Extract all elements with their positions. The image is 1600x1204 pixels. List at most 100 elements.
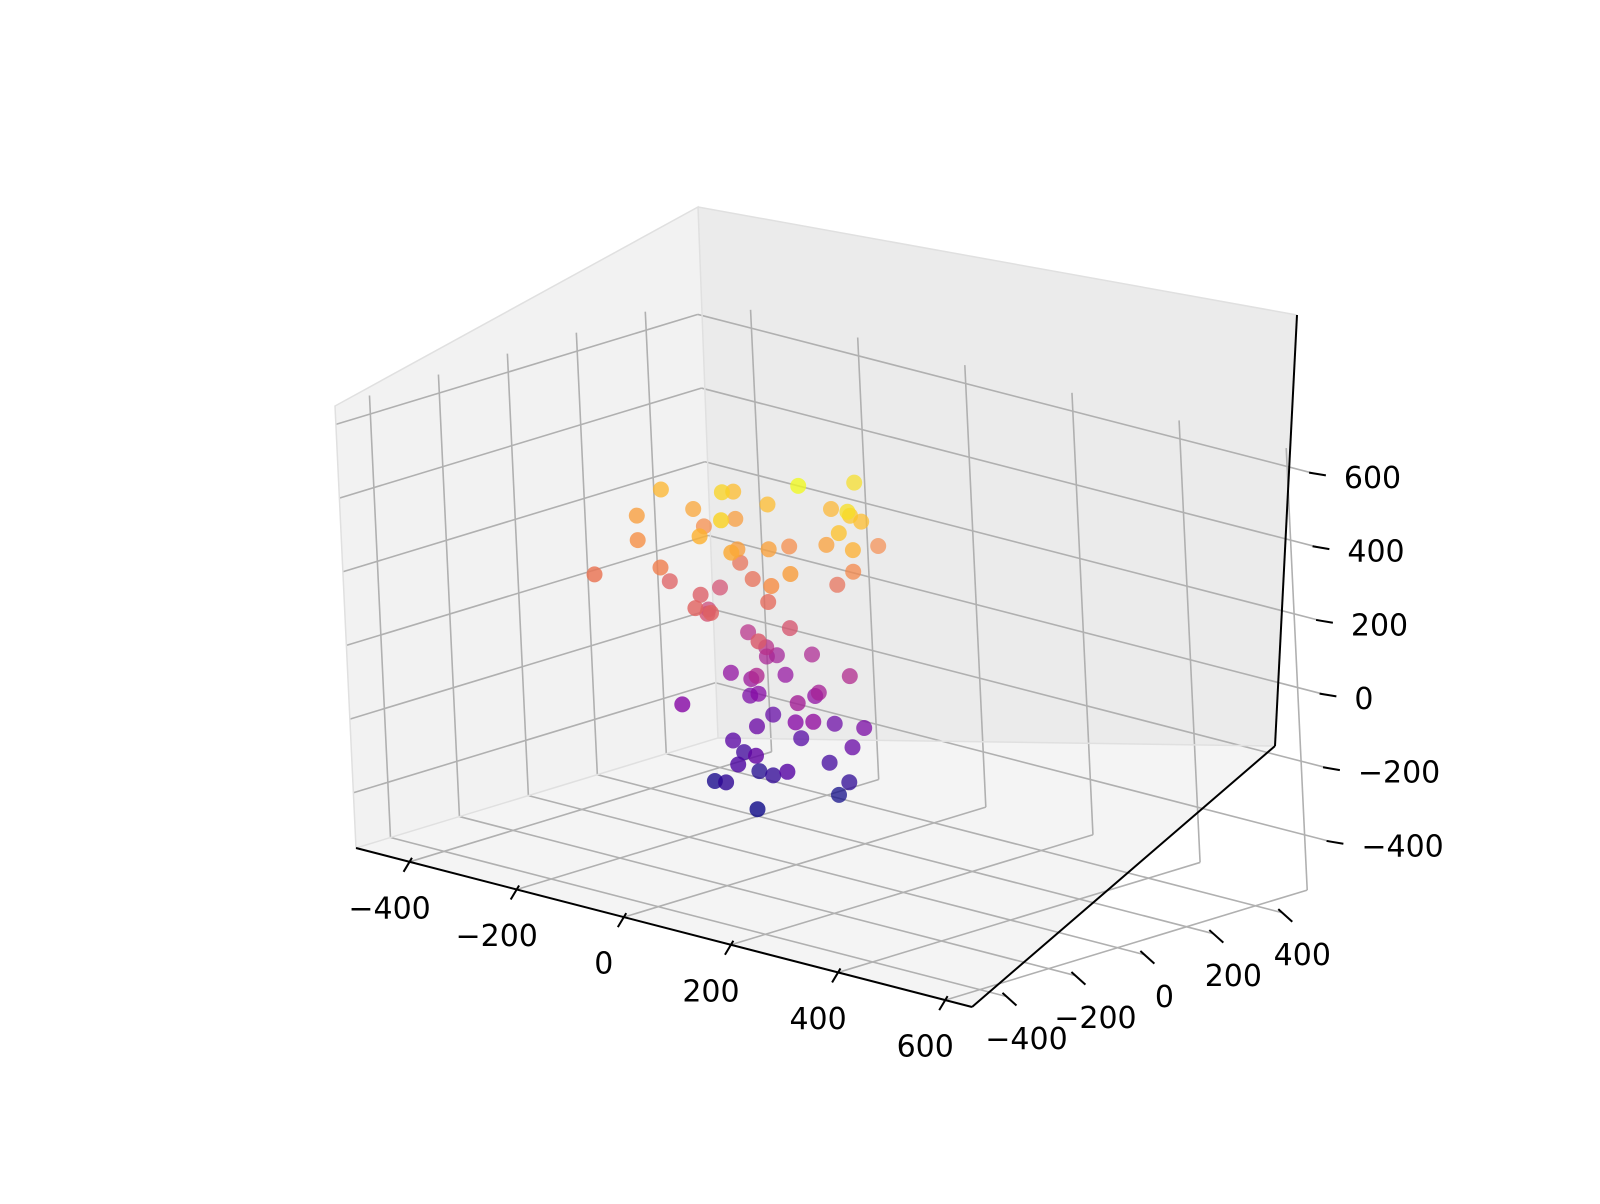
scatter-point: [790, 477, 807, 494]
scatter-point: [748, 747, 764, 764]
scatter-point: [652, 481, 669, 498]
z-tick-label: −200: [1358, 756, 1440, 791]
x-tick: [831, 967, 842, 983]
x-tick-label: 0: [594, 947, 613, 982]
x-grid-line-floor: [409, 751, 772, 863]
scatter-point: [629, 532, 646, 549]
scatter-point: [760, 594, 777, 610]
z-axis-ticks: −400 −200 0 200 400 600: [1308, 461, 1444, 864]
scatter-point: [749, 718, 765, 735]
scatter-point: [763, 578, 780, 594]
z-tick-label: 200: [1351, 608, 1408, 643]
scatter-point: [718, 774, 735, 791]
y-tick: [1208, 929, 1225, 944]
x-tick-label: 400: [789, 1002, 846, 1037]
back-pane: [698, 207, 1297, 746]
z-tick-label: 600: [1344, 461, 1401, 496]
scatter-point: [844, 542, 861, 559]
y-axis-ticks: −400−200 0 200 400: [985, 908, 1331, 1057]
y-tick: [1139, 950, 1156, 965]
scatter-point: [841, 774, 858, 791]
pane-edges: [334, 205, 1298, 849]
z-grid-line-left: [346, 534, 709, 647]
x-tick-label: −200: [455, 919, 537, 954]
x-tick-label: 200: [682, 974, 739, 1009]
scatter-point: [725, 483, 742, 500]
z-grid-line-back: [711, 608, 1329, 769]
z-grid-line-back: [708, 534, 1325, 696]
left-pane: [335, 207, 718, 848]
z-tick: [1312, 545, 1330, 551]
scatter-point: [787, 714, 804, 731]
scatter-point: [793, 730, 810, 747]
scatter-point: [713, 484, 730, 501]
x-axis-line: [355, 847, 973, 1008]
scatter-point: [727, 510, 744, 527]
z-tick: [1315, 618, 1334, 624]
scatter-point: [779, 763, 796, 780]
z-grid-line-left: [339, 387, 702, 499]
y-grid-line-left: [644, 311, 668, 754]
scatter-point: [685, 501, 702, 517]
y-grid-line-left: [368, 395, 392, 838]
x-tick-label: −400: [348, 891, 430, 926]
scatter-point: [744, 571, 761, 587]
scatter-point: [830, 525, 847, 542]
scatter-point: [782, 566, 799, 582]
floor-back-edge: [717, 737, 1276, 747]
scatter-point: [703, 604, 719, 621]
x-grid-line-floor: [837, 861, 1201, 974]
x-tick: [616, 912, 628, 928]
y-tick: [1277, 908, 1293, 923]
z-axis-line: [1274, 314, 1298, 747]
scatter-point: [760, 541, 777, 558]
y-tick: [1070, 971, 1087, 986]
scatter-point: [740, 624, 757, 641]
x-tick: [938, 995, 949, 1011]
scatter-point: [856, 720, 873, 736]
x-grid-line-floor: [623, 806, 987, 918]
scatter-point: [723, 544, 740, 561]
scatter-point: [652, 559, 669, 576]
grid-lines: [335, 309, 1332, 1001]
z-tick: [1308, 471, 1327, 477]
y-axis-line: [971, 745, 1276, 1008]
scatter-point: [823, 501, 839, 517]
scatter-point: [628, 507, 645, 524]
x-grid-line-floor: [516, 778, 879, 891]
x-grid-line-back: [749, 309, 773, 752]
y-grid-line-floor: [597, 773, 1214, 935]
scatter-point: [870, 538, 887, 554]
back-pane-edge: [697, 206, 1298, 316]
z-tick-label: −400: [1361, 829, 1443, 864]
y-tick-label: −400: [985, 1022, 1067, 1057]
scatter-point: [804, 646, 820, 663]
x-grid-line-back: [856, 337, 880, 780]
z-grid-line-back: [697, 313, 1315, 475]
z-grid-line-back: [715, 681, 1332, 843]
scatter-point: [781, 538, 798, 555]
x-tick: [724, 940, 735, 956]
scatter-point: [713, 512, 729, 529]
scatter-point: [712, 579, 728, 596]
scatter-point: [750, 685, 767, 702]
scatter-point: [789, 695, 806, 712]
scatter-point: [674, 696, 691, 713]
x-grid-line-floor: [944, 889, 1308, 1001]
scatter-point: [730, 756, 747, 773]
x-grid-line-back: [1178, 420, 1201, 863]
z-tick: [1319, 692, 1337, 698]
scatter-point: [765, 767, 782, 784]
scatter-points: [586, 474, 887, 818]
scatter-point: [810, 684, 827, 701]
scatter-point: [687, 600, 704, 617]
y-grid-line-floor: [459, 815, 1076, 977]
scatter-point: [751, 763, 768, 780]
y-tick-label: 0: [1155, 980, 1174, 1015]
x-tick: [509, 884, 520, 900]
scatter-point: [777, 666, 794, 683]
scatter-point: [722, 664, 739, 681]
z-grid-line-left: [335, 313, 699, 426]
scatter-point: [691, 528, 708, 545]
